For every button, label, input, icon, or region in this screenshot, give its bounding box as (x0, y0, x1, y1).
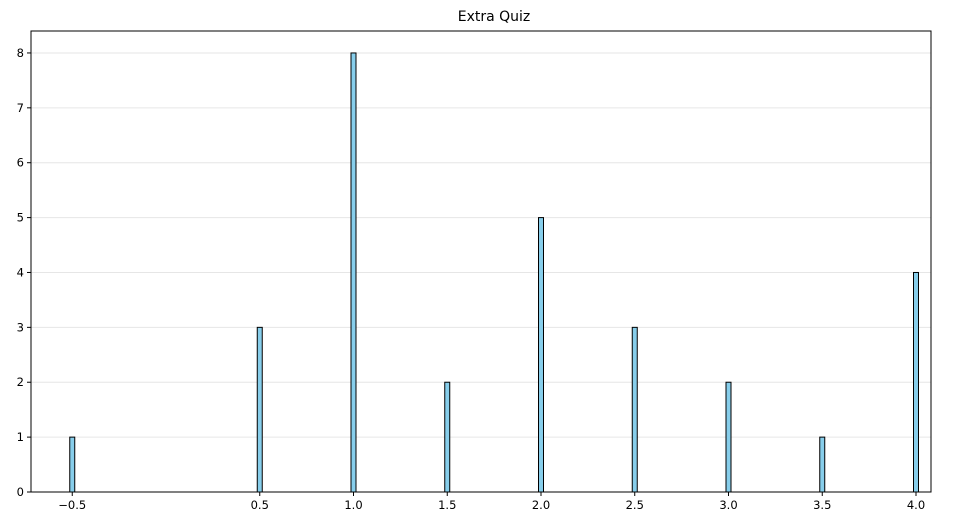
y-tick-label: 3 (17, 320, 24, 334)
bar (256, 326, 263, 493)
x-tick-label: 3.5 (813, 498, 831, 512)
bar (913, 271, 919, 493)
bar (819, 436, 826, 493)
x-tick-label: 1.0 (344, 498, 362, 512)
x-tick-label: 2.0 (532, 498, 550, 512)
x-tick-label: 1.5 (438, 498, 456, 512)
plot-frame (30, 30, 932, 493)
y-tick-label: 0 (17, 485, 24, 499)
bar (350, 52, 357, 493)
y-tick-label: 4 (17, 265, 24, 279)
y-tick-label: 8 (17, 46, 24, 60)
x-tick-label: 2.5 (626, 498, 644, 512)
x-tick-label: −0.5 (58, 498, 86, 512)
bar (69, 436, 76, 493)
y-tick-label: 7 (17, 101, 24, 115)
y-axis: 0 1 2 3 4 5 6 7 8 (17, 46, 31, 499)
y-tick-label: 1 (17, 430, 24, 444)
y-tick-label: 6 (17, 156, 24, 170)
bar (538, 217, 544, 493)
bar (725, 381, 732, 493)
x-axis: −0.5 0.5 1.0 1.5 2.0 2.5 3.0 3.5 4.0 (58, 492, 925, 512)
y-tick-label: 5 (17, 211, 24, 225)
x-tick-label: 3.0 (719, 498, 737, 512)
x-tick-label: 0.5 (251, 498, 269, 512)
bar (631, 326, 638, 493)
chart-title: Extra Quiz (458, 9, 531, 25)
y-tick-label: 2 (17, 375, 24, 389)
x-tick-label: 4.0 (907, 498, 925, 512)
y-grid (31, 52, 931, 438)
bar (444, 381, 451, 493)
